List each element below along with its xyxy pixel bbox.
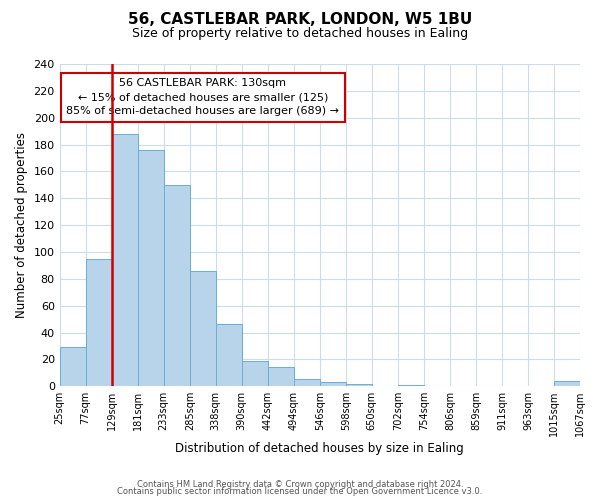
Bar (346, 384, 372, 386)
Bar (268, 368, 294, 386)
Text: 56, CASTLEBAR PARK, LONDON, W5 1BU: 56, CASTLEBAR PARK, LONDON, W5 1BU (128, 12, 472, 28)
Bar (86, 258, 112, 386)
Y-axis label: Number of detached properties: Number of detached properties (15, 132, 28, 318)
Bar (164, 185, 190, 386)
Text: Contains public sector information licensed under the Open Government Licence v3: Contains public sector information licen… (118, 487, 482, 496)
Text: Contains HM Land Registry data © Crown copyright and database right 2024.: Contains HM Land Registry data © Crown c… (137, 480, 463, 489)
Bar (398, 385, 424, 386)
X-axis label: Distribution of detached houses by size in Ealing: Distribution of detached houses by size … (175, 442, 464, 455)
Bar (242, 360, 268, 386)
Bar (138, 150, 164, 386)
Bar (554, 381, 580, 386)
Bar (216, 324, 242, 386)
Bar (112, 134, 138, 386)
Bar (320, 382, 346, 386)
Bar (294, 380, 320, 386)
Bar (190, 271, 216, 386)
Text: Size of property relative to detached houses in Ealing: Size of property relative to detached ho… (132, 28, 468, 40)
Bar (59, 348, 86, 386)
Text: 56 CASTLEBAR PARK: 130sqm
← 15% of detached houses are smaller (125)
85% of semi: 56 CASTLEBAR PARK: 130sqm ← 15% of detac… (66, 78, 339, 116)
